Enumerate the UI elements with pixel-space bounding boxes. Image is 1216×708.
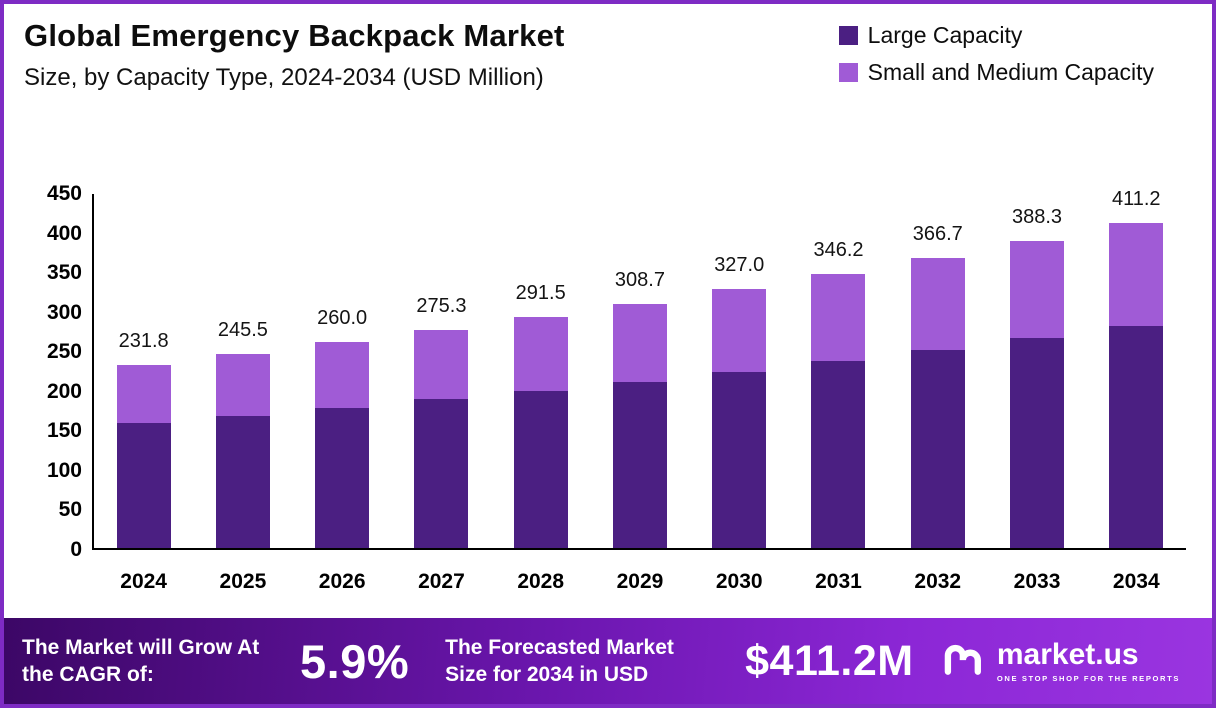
bar-total-label: 366.7: [912, 222, 963, 245]
x-axis-label: 2028: [517, 570, 565, 593]
market-us-logo-icon: [941, 636, 987, 687]
footer-banner: The Market will Grow At the CAGR of: 5.9…: [4, 618, 1212, 704]
bar-group-2034: 411.2 2034: [1109, 188, 1164, 593]
bar-group-2026: 260.0 2026: [315, 194, 370, 593]
y-tick-label: 300: [46, 300, 82, 324]
y-tick-label: 100: [46, 458, 82, 482]
bar-group-2024: 231.8 2024: [116, 194, 171, 593]
x-axis-label: 2027: [418, 570, 465, 593]
bar-total-label: 291.5: [515, 282, 566, 305]
legend-item-large-capacity: Large Capacity: [838, 22, 1154, 49]
bar-segment-small-medium-capacity: [1010, 240, 1065, 339]
x-axis-label: 2033: [1013, 570, 1061, 593]
x-axis-label: 2026: [318, 570, 366, 593]
bar-total-label: 260.0: [317, 307, 368, 330]
cagr-label: The Market will Grow At the CAGR of:: [22, 635, 260, 686]
x-axis-label: 2030: [715, 570, 763, 593]
forecast-label: The Forecasted Market Size for 2034 in U…: [445, 635, 674, 686]
brand-text: market.us ONE STOP SHOP FOR THE REPORTS: [996, 637, 1180, 683]
bar-segment-small-medium-capacity: [1109, 222, 1164, 326]
bar-segment-small-medium-capacity: [712, 289, 767, 372]
page-subtitle: Size, by Capacity Type, 2024-2034 (USD M…: [24, 64, 544, 91]
brand-tagline: ONE STOP SHOP FOR THE REPORTS: [996, 673, 1180, 683]
bar-segment-large-capacity: [513, 390, 568, 548]
bar-segment-small-medium-capacity: [116, 364, 171, 423]
bar-group-2031: 346.2 2031: [811, 194, 866, 593]
y-tick-label: 150: [46, 419, 82, 443]
bar-segment-large-capacity: [712, 371, 767, 548]
bar-group-2027: 275.3 2027: [414, 194, 469, 593]
bar-segment-small-medium-capacity: [513, 317, 568, 391]
bar-segment-large-capacity: [116, 423, 171, 548]
plot-area: 231.8 2024 245.5 2025 260.0 2026 275.3 2027 291.…: [92, 188, 1186, 593]
y-tick-label: 50: [58, 498, 82, 522]
bar-segment-small-medium-capacity: [612, 303, 667, 382]
bar-total-label: 327.0: [714, 254, 765, 277]
bar-total-label: 388.3: [1011, 205, 1063, 228]
legend-label: Small and Medium Capacity: [867, 59, 1154, 85]
bar-segment-large-capacity: [1109, 325, 1164, 548]
x-axis-label: 2031: [815, 570, 862, 593]
bar-group-2025: 245.5 2025: [215, 194, 270, 593]
brand-name: market.us: [996, 637, 1139, 671]
x-axis-label: 2032: [914, 570, 962, 593]
bar-segment-small-medium-capacity: [414, 330, 469, 400]
bar-segment-small-medium-capacity: [215, 353, 270, 416]
y-tick-label: 250: [46, 340, 82, 364]
y-tick-label: 350: [46, 261, 82, 285]
y-axis: 0 50 100 150 200 250 300 350 400 450: [30, 183, 92, 561]
x-axis-label: 2034: [1112, 570, 1160, 593]
bar-segment-large-capacity: [1010, 338, 1065, 548]
bar-segment-large-capacity: [612, 381, 667, 548]
bar-group-2028: 291.5 2028: [513, 194, 568, 593]
y-tick-label: 200: [46, 379, 82, 403]
legend-swatch-large-capacity: [838, 26, 858, 45]
x-axis-label: 2024: [120, 570, 167, 593]
chart: 0 50 100 150 200 250 300 350 400 450 231.8 2024 245…: [30, 183, 1186, 593]
y-tick-label: 0: [70, 538, 82, 561]
legend-item-small-medium-capacity: Small and Medium Capacity: [838, 59, 1154, 86]
bar-group-2029: 308.7 2029: [612, 194, 667, 593]
bar-segment-small-medium-capacity: [315, 342, 370, 408]
bar-total-label: 231.8: [118, 329, 169, 352]
bar-group-2030: 327.0 2030: [712, 194, 767, 593]
bar-group-2033: 388.3 2033: [1010, 194, 1065, 593]
bar-group-2032: 366.7 2032: [910, 194, 965, 593]
y-tick-label: 450: [46, 182, 82, 205]
bar-segment-small-medium-capacity: [811, 274, 866, 361]
bar-segment-large-capacity: [315, 407, 370, 548]
legend-swatch-small-medium-capacity: [838, 63, 858, 82]
bar-total-label: 411.2: [1111, 187, 1161, 210]
bar-segment-large-capacity: [215, 415, 270, 548]
x-axis-label: 2025: [219, 570, 267, 593]
legend-label: Large Capacity: [867, 22, 1023, 48]
page-title: Global Emergency Backpack Market: [24, 18, 565, 53]
bar-total-label: 346.2: [813, 239, 864, 262]
bar-segment-large-capacity: [811, 360, 866, 548]
y-tick-label: 400: [46, 221, 82, 245]
bar-total-label: 275.3: [416, 295, 467, 318]
bar-total-label: 308.7: [614, 268, 665, 291]
bar-segment-small-medium-capacity: [910, 257, 965, 350]
legend: Large Capacity Small and Medium Capacity: [838, 22, 1154, 86]
forecast-value: $411.2M: [745, 636, 914, 685]
brand-lockup: market.us ONE STOP SHOP FOR THE REPORTS: [941, 636, 1180, 687]
x-axis-label: 2029: [616, 570, 664, 593]
bar-segment-large-capacity: [910, 349, 965, 548]
bar-segment-large-capacity: [414, 399, 469, 548]
bar-total-label: 245.5: [217, 318, 268, 341]
cagr-value: 5.9%: [300, 634, 410, 688]
